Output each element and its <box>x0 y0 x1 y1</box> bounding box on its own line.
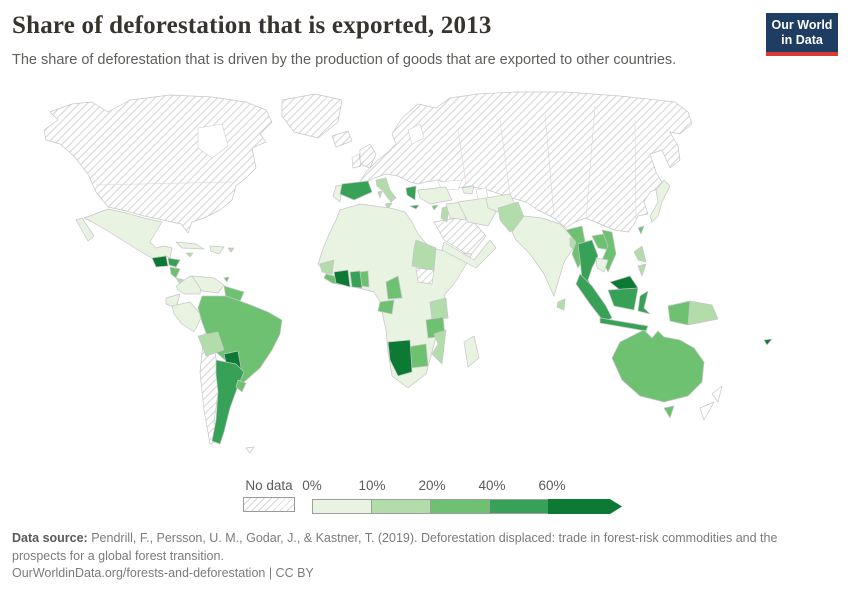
map-region-namibia[interactable] <box>387 339 413 377</box>
map-region-tanzania[interactable] <box>429 297 449 321</box>
map-region-honduras[interactable] <box>167 257 181 268</box>
map-region-philippines-north[interactable] <box>633 245 647 263</box>
map-region-nicaragua[interactable] <box>169 266 181 279</box>
hudson-bay <box>197 123 229 159</box>
china-border <box>634 119 637 221</box>
map-region-ivory-coast[interactable] <box>333 269 351 288</box>
map-region-caucasus[interactable] <box>461 185 475 195</box>
citation-line[interactable]: OurWorldinData.org/forests-and-deforesta… <box>12 566 314 580</box>
map-region-fiji[interactable] <box>763 338 773 346</box>
central-asia-border <box>544 113 555 217</box>
map-region-tasmania[interactable] <box>663 405 675 419</box>
map-region-papua-indonesia[interactable] <box>667 300 691 326</box>
map-region-iran[interactable] <box>457 197 497 227</box>
map-region-gabon[interactable] <box>377 299 395 315</box>
map-region-greece[interactable] <box>405 185 417 201</box>
map-region-java[interactable] <box>599 317 649 332</box>
owid-logo-line1: Our World <box>771 18 833 32</box>
map-region-papua-new-guinea[interactable] <box>687 300 719 326</box>
map-region-cambodia[interactable] <box>595 257 609 273</box>
map-region-sri-lanka[interactable] <box>556 298 566 311</box>
map-region-australia[interactable] <box>611 329 705 403</box>
map-region-japan[interactable] <box>649 179 671 223</box>
legend-tick-40: 40% <box>478 478 506 493</box>
legend-band-10-20[interactable] <box>371 499 431 514</box>
baltic-sea <box>407 123 425 145</box>
data-source-label: Data source: <box>12 531 88 545</box>
mongolia-border <box>585 105 596 221</box>
page-title: Share of deforestation that is exported,… <box>12 12 492 39</box>
map-region-spain[interactable] <box>339 180 373 201</box>
map-region-new-zealand-south[interactable] <box>699 401 715 421</box>
map-region-eurasia[interactable] <box>359 91 693 233</box>
map-region-philippines-south[interactable] <box>637 263 647 277</box>
legend-no-data-label: No data <box>245 478 293 493</box>
map-region-mozambique[interactable] <box>431 329 447 365</box>
map-region-sudan[interactable] <box>411 239 437 271</box>
map-region-cyprus[interactable] <box>431 204 439 211</box>
map-region-sicily[interactable] <box>384 202 393 210</box>
map-region-guatemala[interactable] <box>151 255 169 268</box>
map-region-mexico[interactable] <box>83 208 173 259</box>
map-region-iceland[interactable] <box>331 130 353 148</box>
legend-color-bar <box>312 499 622 514</box>
world-map <box>43 91 773 454</box>
map-region-togo-benin[interactable] <box>359 270 370 288</box>
data-source-text: Pendrill, F., Persson, U. M., Godar, J.,… <box>12 531 778 564</box>
legend-band-0-10[interactable] <box>312 499 372 514</box>
data-source-note: Data source: Pendrill, F., Persson, U. M… <box>12 529 798 565</box>
legend-tick-0: 0% <box>302 478 322 493</box>
map-region-sardinia[interactable] <box>377 190 383 199</box>
map-region-guinea[interactable] <box>319 259 335 275</box>
map-region-greenland[interactable] <box>281 93 343 139</box>
map-region-ireland[interactable] <box>351 153 362 169</box>
map-region-sulawesi[interactable] <box>637 290 651 315</box>
map-region-italy[interactable] <box>375 177 397 203</box>
map-region-puerto-rico[interactable] <box>227 247 235 253</box>
map-region-venezuela[interactable] <box>191 275 225 294</box>
legend-band-60-plus[interactable] <box>548 499 622 514</box>
map-region-north-america[interactable] <box>43 94 273 234</box>
legend-no-data-swatch[interactable] <box>243 497 295 512</box>
map-region-borneo-indonesia[interactable] <box>607 287 639 311</box>
owid-logo[interactable]: Our World in Data <box>766 13 838 56</box>
map-region-new-zealand-north[interactable] <box>711 385 723 403</box>
map-region-peru[interactable] <box>171 301 203 333</box>
kazakh-border <box>499 119 511 195</box>
map-region-cameroon[interactable] <box>385 275 403 300</box>
legend-tick-10: 10% <box>358 478 386 493</box>
map-region-bolivia[interactable] <box>197 331 225 357</box>
legend-tick-60: 60% <box>538 478 566 493</box>
legend-color-scale: 0% 10% 20% 40% 60% <box>302 478 642 518</box>
map-region-turkey[interactable] <box>417 186 453 205</box>
map-region-ghana[interactable] <box>349 270 363 289</box>
map-region-uruguay[interactable] <box>235 379 247 393</box>
owid-logo-line2: in Data <box>781 33 823 47</box>
map-region-portugal[interactable] <box>332 184 343 203</box>
map-region-madagascar[interactable] <box>463 335 480 368</box>
legend-tick-20: 20% <box>418 478 446 493</box>
map-region-taiwan[interactable] <box>637 225 645 235</box>
legend-no-data[interactable]: No data <box>243 478 295 512</box>
map-region-cuba[interactable] <box>175 241 205 250</box>
map-region-jamaica[interactable] <box>185 252 194 258</box>
chart-subtitle: The share of deforestation that is drive… <box>12 52 677 68</box>
map-region-borneo-malaysia[interactable] <box>609 275 639 291</box>
map-region-india[interactable] <box>511 215 577 297</box>
map-region-falklands[interactable] <box>245 446 255 454</box>
legend-band-40-60[interactable] <box>489 499 549 514</box>
map-region-baja-california[interactable] <box>75 217 95 242</box>
map-region-argentina[interactable] <box>211 359 245 445</box>
map-region-sumatra[interactable] <box>575 273 613 323</box>
map-region-trinidad[interactable] <box>223 276 230 283</box>
map-region-yemen-oman[interactable] <box>441 239 497 269</box>
europe-russia-border <box>457 129 467 185</box>
us-canada-border <box>95 181 233 186</box>
map-region-crete[interactable] <box>409 204 420 210</box>
map-region-south-sudan[interactable] <box>415 267 435 285</box>
map-region-hispaniola[interactable] <box>209 245 225 255</box>
legend-band-20-40[interactable] <box>430 499 490 514</box>
